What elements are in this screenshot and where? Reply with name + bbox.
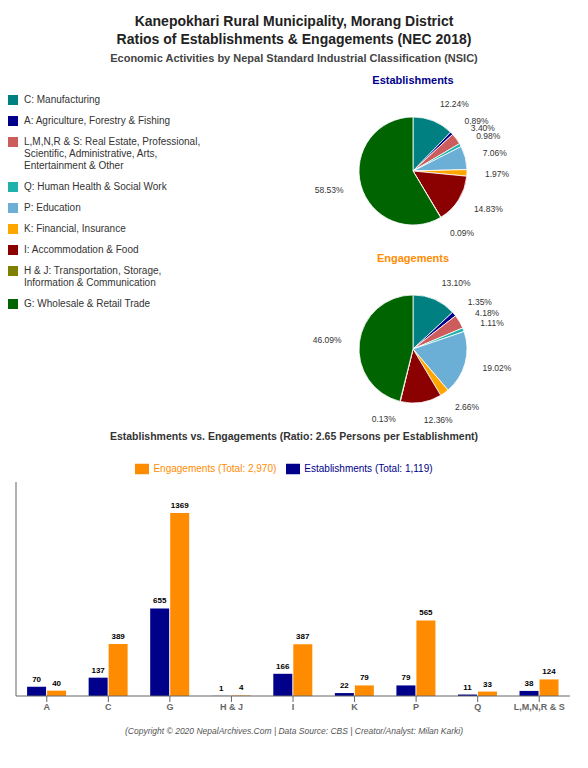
html-text:A: Agriculture, Forestry & Fis: A: Agriculture, Forestry & Fishing: [24, 115, 171, 126]
svg-text:I: I: [292, 702, 295, 712]
svg-text:2.66%: 2.66%: [455, 402, 480, 412]
svg-text:3.40%: 3.40%: [470, 123, 495, 134]
html-text:L,M,N,R & S: Real Estate, Prof: L,M,N,R & S: Real Estate, Professional,: [24, 136, 201, 147]
svg-text:C: C: [105, 702, 112, 712]
svg-text:K: K: [351, 702, 358, 712]
svg-text:1.97%: 1.97%: [485, 169, 510, 179]
svg-text:12.36%: 12.36%: [424, 415, 453, 425]
svg-text:0.98%: 0.98%: [476, 131, 501, 141]
svg-text:A: A: [44, 702, 51, 712]
svg-text:L,M,N,R & S: L,M,N,R & S: [514, 702, 565, 712]
svg-text:4: 4: [239, 683, 244, 692]
html-text:Establishments vs. Engagements: Establishments vs. Engagements (Ratio: 2…: [109, 430, 479, 442]
svg-text:166: 166: [276, 662, 290, 671]
svg-text:4.18%: 4.18%: [475, 308, 500, 318]
svg-text:79: 79: [401, 673, 410, 682]
svg-text:1: 1: [219, 684, 224, 693]
svg-text:40: 40: [52, 679, 61, 688]
svg-text:565: 565: [419, 608, 433, 617]
svg-text:46.09%: 46.09%: [313, 335, 342, 345]
svg-text:0.09%: 0.09%: [450, 228, 475, 238]
svg-text:38: 38: [525, 679, 534, 688]
svg-text:70: 70: [32, 675, 41, 684]
svg-text:1.35%: 1.35%: [468, 297, 493, 307]
svg-text:0.89%: 0.89%: [464, 115, 489, 126]
svg-text:79: 79: [360, 673, 369, 682]
svg-text:Q: Q: [474, 702, 481, 712]
svg-text:137: 137: [91, 666, 105, 675]
svg-text:33: 33: [483, 680, 492, 689]
html-text:P: Education: P: Education: [24, 202, 81, 213]
html-text:G: Wholesale & Retail Trade: G: Wholesale & Retail Trade: [24, 298, 151, 309]
html-text:Engagements: Engagements: [376, 252, 450, 264]
html-text:Engagements (Total: 2,970): Engagements (Total: 2,970): [153, 462, 277, 474]
svg-text:22: 22: [340, 681, 349, 690]
svg-text:389: 389: [111, 632, 125, 641]
svg-text:655: 655: [153, 596, 167, 605]
html-text:Establishments: Establishments: [372, 74, 454, 86]
svg-text:11: 11: [463, 683, 472, 692]
svg-text:19.02%: 19.02%: [482, 363, 511, 373]
html-text:Kanepokhari Rural Municipality: Kanepokhari Rural Municipality, Morang D…: [134, 13, 454, 29]
svg-text:1369: 1369: [171, 501, 189, 510]
html-text:(Copyright © 2020 NepalArchive: (Copyright © 2020 NepalArchives.Com | Da…: [125, 726, 463, 736]
html-text:Information & Communication: Information & Communication: [24, 277, 156, 288]
html-text:I: Accommodation & Food: I: Accommodation & Food: [24, 244, 139, 255]
html-text:H & J: Transportation, Storage: H & J: Transportation, Storage,: [24, 265, 162, 276]
svg-text:H & J: H & J: [220, 702, 243, 712]
svg-text:1.11%: 1.11%: [480, 318, 504, 328]
svg-text:7.06%: 7.06%: [483, 148, 508, 158]
html-text:Scientific, Administrative, Ar: Scientific, Administrative, Arts,: [24, 148, 158, 159]
svg-text:124: 124: [542, 667, 556, 676]
svg-text:14.83%: 14.83%: [474, 204, 503, 214]
html-text:Establishments (Total: 1,119): Establishments (Total: 1,119): [304, 462, 433, 474]
svg-text:P: P: [413, 702, 419, 712]
html-text:Economic Activities by Nepal S: Economic Activities by Nepal Standard In…: [110, 52, 478, 64]
html-text:Q: Human Health & Social Work: Q: Human Health & Social Work: [24, 181, 167, 192]
html-text:Ratios of Establishments & Eng: Ratios of Establishments & Engagements (…: [116, 31, 472, 47]
svg-text:G: G: [166, 702, 173, 712]
svg-text:58.53%: 58.53%: [315, 185, 344, 195]
html-text:C: Manufacturing: C: Manufacturing: [24, 94, 101, 105]
svg-text:13.10%: 13.10%: [442, 278, 471, 288]
svg-text:0.13%: 0.13%: [372, 414, 397, 424]
svg-text:12.24%: 12.24%: [440, 99, 469, 109]
svg-text:387: 387: [296, 632, 310, 641]
html-text:K: Financial, Insurance: K: Financial, Insurance: [24, 223, 126, 234]
html-text:Entertainment & Other: Entertainment & Other: [24, 160, 124, 171]
